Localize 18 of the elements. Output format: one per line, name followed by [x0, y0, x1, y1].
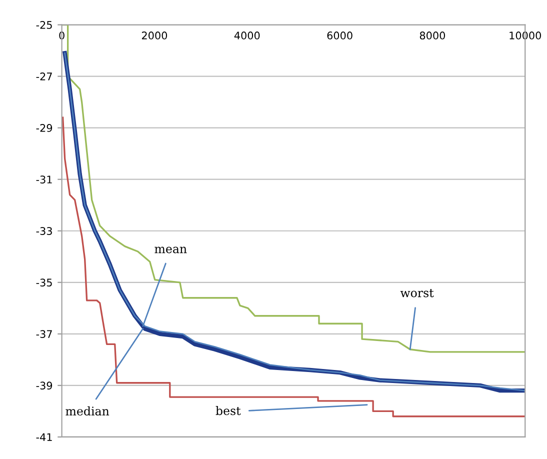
annotation: best	[216, 406, 241, 416]
y-tick-label: -29	[36, 124, 52, 132]
x-tick-label: 8000	[420, 32, 446, 40]
x-tick-label: 4000	[234, 32, 260, 40]
y-tick-label: -37	[36, 330, 52, 338]
x-tick-label: 10000	[510, 32, 541, 40]
y-tick-label: -41	[36, 433, 52, 441]
annotation: median	[66, 406, 110, 416]
annotation: mean	[154, 246, 187, 254]
y-tick-label: -31	[36, 176, 52, 184]
x-tick-label: 6000	[327, 32, 352, 40]
y-tick-label: -39	[36, 382, 52, 390]
y-tick-label: -25	[36, 21, 52, 29]
y-tick-label: -27	[36, 72, 52, 80]
y-tick-label: -33	[36, 227, 52, 235]
x-tick-label: 2000	[142, 32, 168, 40]
y-tick-label: -35	[36, 278, 52, 287]
annotation: worst	[400, 289, 434, 298]
